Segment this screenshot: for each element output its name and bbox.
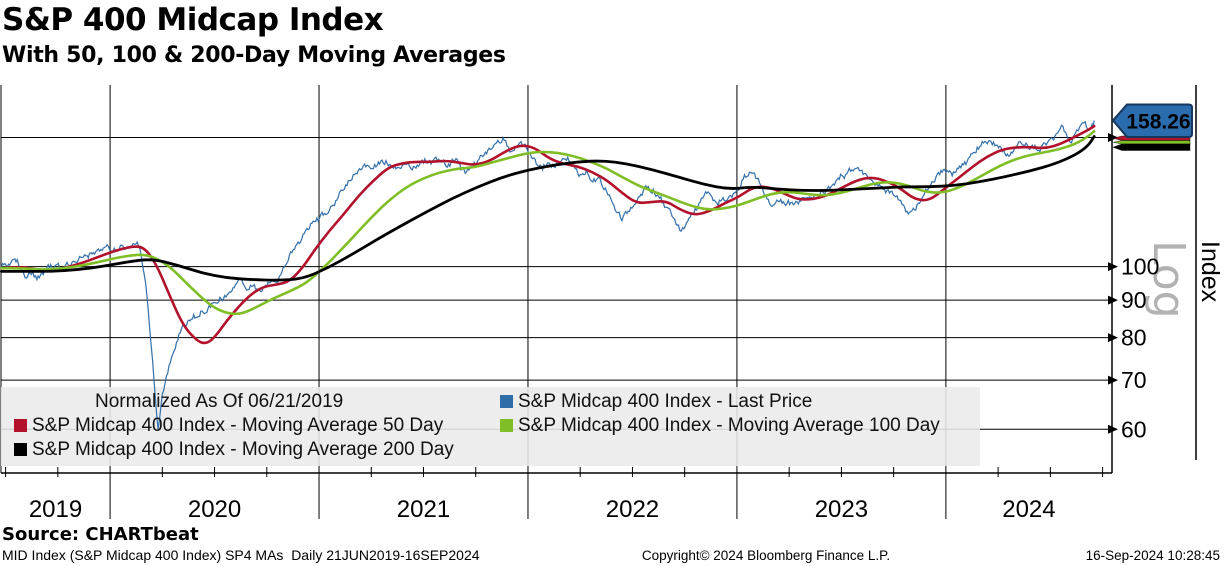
y-tick-arrow	[1108, 424, 1118, 434]
ma-last-value-flag	[1112, 140, 1191, 145]
legend-label-ma200: S&P Midcap 400 Index - Moving Average 20…	[32, 439, 454, 460]
y-axis-title: Index	[1196, 241, 1224, 303]
x-tick-label: 2022	[606, 496, 659, 523]
x-tick-label: 2024	[1002, 496, 1055, 523]
y-tick-label: 90	[1121, 287, 1147, 313]
y-tick-arrow	[1108, 133, 1118, 143]
log-scale-label: Log	[1143, 240, 1194, 319]
legend-background	[1, 387, 980, 466]
page-title: S&P 400 Midcap Index	[2, 2, 384, 38]
x-tick-label: 2023	[815, 496, 868, 523]
copyright-text: Copyright© 2024 Bloomberg Finance L.P.	[641, 548, 891, 563]
y-tick-arrow	[1108, 262, 1118, 272]
legend-normalized-note: Normalized As Of 06/21/2019	[95, 391, 344, 412]
source-text: Source: CHARTbeat	[2, 524, 199, 545]
x-tick-label: 2020	[188, 496, 241, 523]
y-tick-label: 100	[1121, 254, 1159, 280]
x-tick-label: 2021	[397, 496, 450, 523]
series-ma200	[0, 135, 1096, 282]
legend-label-ma50: S&P Midcap 400 Index - Moving Average 50…	[32, 415, 444, 436]
legend-swatch-ma100	[500, 419, 513, 432]
last-price-badge	[1111, 103, 1193, 138]
legend-label-last-price: S&P Midcap 400 Index - Last Price	[518, 391, 813, 412]
ma-last-value-flag	[1111, 143, 1191, 151]
y-tick-label: 70	[1121, 367, 1147, 393]
series-ma100	[0, 129, 1096, 316]
timestamp-text: 16-Sep-2024 10:28:45	[1085, 548, 1220, 563]
y-tick-arrow	[1108, 295, 1118, 305]
series-ma50	[0, 124, 1096, 345]
legend-swatch-last-price	[500, 395, 513, 408]
y-tick-label: 80	[1121, 325, 1147, 351]
page-subtitle: With 50, 100 & 200-Day Moving Averages	[2, 43, 506, 68]
legend-swatch-ma200	[14, 443, 27, 456]
legend-swatch-ma50	[14, 419, 27, 432]
chart-description: MID Index (S&P Midcap 400 Index) SP4 MAs…	[2, 547, 480, 563]
legend-label-ma100: S&P Midcap 400 Index - Moving Average 10…	[518, 415, 940, 436]
x-tick-label: 2019	[29, 496, 82, 523]
y-tick-arrow	[1108, 375, 1118, 385]
y-tick-arrow	[1108, 333, 1118, 343]
last-price-badge-value: 158.26	[1126, 110, 1190, 133]
y-tick-label: 60	[1121, 416, 1147, 442]
